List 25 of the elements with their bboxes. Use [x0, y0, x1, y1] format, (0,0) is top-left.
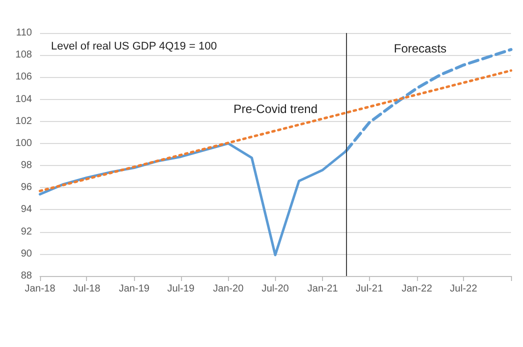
x-tick-label: Jan-20: [213, 284, 244, 294]
y-tick-label: 102: [15, 116, 32, 127]
y-tick-label: 92: [20, 226, 32, 238]
y-tick-label: 90: [20, 248, 32, 260]
y-tick-label: 96: [20, 182, 32, 194]
x-tick-label: Jan-21: [307, 284, 338, 294]
y-tick-label: 100: [15, 138, 32, 149]
x-tick-label: Jan-22: [402, 284, 433, 294]
series-label: Pre-Covid trend: [233, 102, 318, 116]
series-label: Forecasts: [394, 41, 447, 56]
x-tick-label: Jul-19: [167, 284, 195, 294]
y-tick-label: 106: [15, 72, 32, 83]
y-tick-label: 88: [20, 270, 32, 282]
text: Level of real US GDP 4Q19 = 100: [51, 40, 217, 52]
y-tick-label: 110: [16, 28, 32, 38]
x-tick-label: Jul-18: [73, 284, 101, 294]
x-tick-label: Jan-18: [24, 284, 56, 294]
y-tick-label: 108: [15, 50, 32, 61]
x-tick-label: Jul-20: [262, 284, 290, 294]
x-tick-label: Jul-21: [356, 284, 384, 294]
x-tick-label: Jul-22: [450, 284, 478, 294]
y-tick-label: 94: [20, 204, 32, 216]
y-tick-label: 104: [15, 94, 32, 105]
x-tick-label: Jan-19: [118, 284, 150, 294]
y-tick-label: 98: [20, 160, 32, 172]
